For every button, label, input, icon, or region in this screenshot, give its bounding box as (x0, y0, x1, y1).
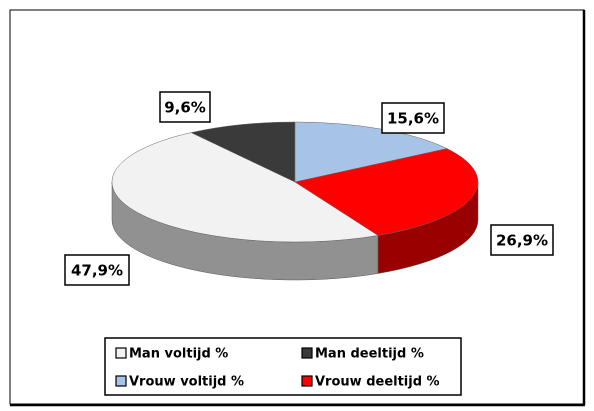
slice (294, 121, 448, 183)
slice (111, 132, 379, 243)
legend-swatch (115, 347, 127, 359)
data-label-box (490, 224, 554, 256)
data-label-box (159, 91, 211, 123)
legend-swatch (301, 375, 313, 387)
data-label: 26,9% (496, 232, 548, 250)
data-label: 9,6% (164, 99, 206, 117)
legend: Man voltijd % Man deeltijd % Vrouw voltijd… (115, 347, 440, 390)
legend-label: Man voltijd % (129, 347, 228, 362)
legend-box (104, 337, 462, 396)
legend-swatch (115, 375, 127, 387)
legend-label: Man deeltijd % (315, 347, 424, 362)
data-label-box (381, 102, 445, 134)
legend-label: Vrouw deeltijd % (315, 375, 440, 390)
slice (190, 121, 296, 183)
data-label: 15,6% (387, 110, 439, 128)
legend-swatch (301, 347, 313, 359)
data-label: 47,9% (71, 262, 123, 280)
pie-tops (111, 121, 479, 243)
legend-label: Vrouw voltijd % (129, 375, 244, 390)
slice (294, 148, 479, 236)
data-label-box (64, 254, 130, 286)
data-labels: 47,9% 9,6% 15,6% 26,9% (64, 91, 554, 286)
